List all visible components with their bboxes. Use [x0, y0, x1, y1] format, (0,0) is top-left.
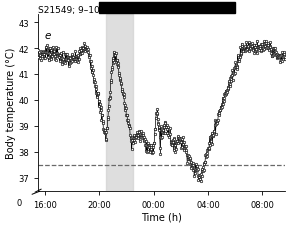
Bar — [106, 15, 133, 191]
Text: 0: 0 — [17, 198, 22, 207]
Y-axis label: Body temperature (°C): Body temperature (°C) — [6, 48, 15, 158]
X-axis label: Time (h): Time (h) — [141, 212, 182, 222]
Text: S21549; 9–10/4/2007: S21549; 9–10/4/2007 — [38, 5, 134, 15]
Text: e: e — [44, 31, 51, 41]
